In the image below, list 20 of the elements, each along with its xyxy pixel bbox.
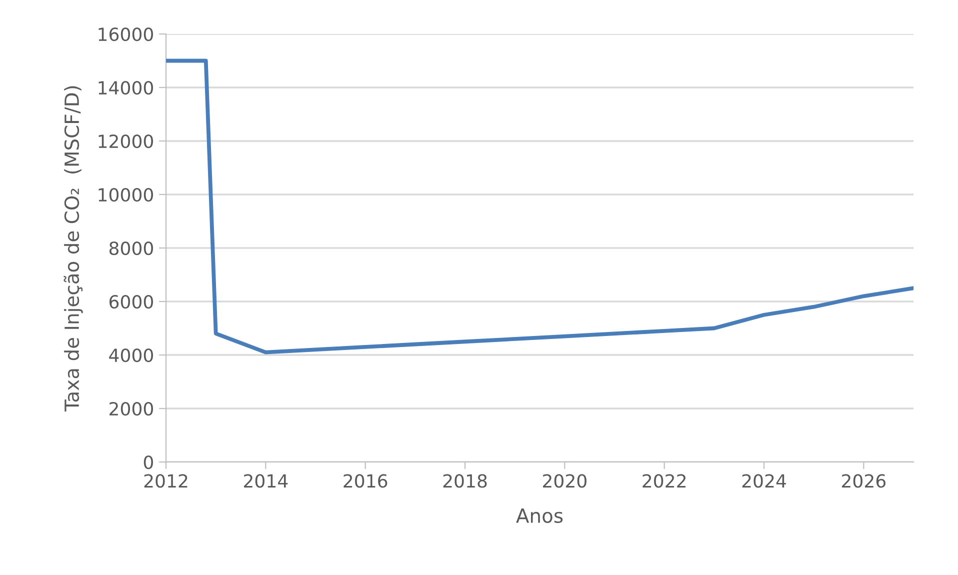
x-tick-label: 2020: [543, 474, 586, 488]
y-tick-label: 0: [144, 455, 153, 470]
x-tick-label: 2026: [842, 474, 886, 488]
y-tick-label: 14000: [98, 80, 153, 95]
y-axis-title: Taxa de Injeção de CO₂ (MSCF/D): [64, 86, 83, 412]
x-axis-title: Anos: [516, 508, 563, 523]
y-tick-label: 2000: [110, 402, 153, 416]
x-tick-label: 2024: [742, 474, 786, 488]
x-tick-label: 2012: [144, 474, 188, 488]
x-tick-label: 2016: [344, 474, 388, 488]
y-tick-label: 4000: [109, 348, 153, 362]
x-tick-label: 2014: [244, 474, 288, 488]
y-tick-label: 12000: [98, 134, 153, 148]
y-tick-label: 10000: [98, 188, 153, 202]
y-tick-label: 6000: [110, 294, 153, 309]
x-tick-label: 2022: [642, 474, 686, 488]
y-tick-label: 8000: [109, 241, 153, 256]
line-series: [166, 58, 914, 354]
y-tick-label: 16000: [98, 27, 153, 42]
x-tick-label: 2018: [443, 474, 487, 488]
